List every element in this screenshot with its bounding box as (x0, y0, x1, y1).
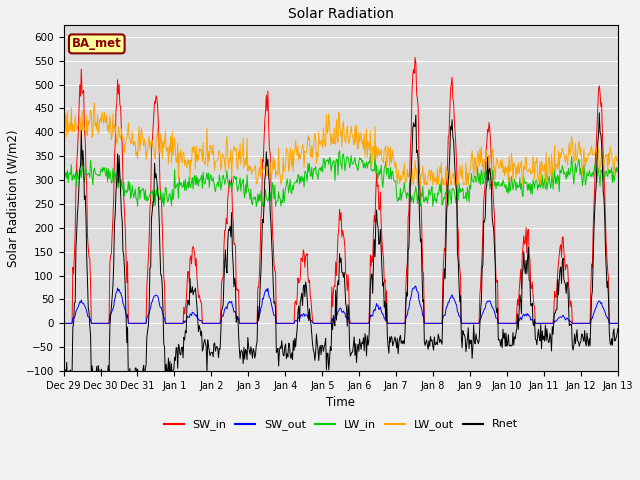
Legend: SW_in, SW_out, LW_in, LW_out, Rnet: SW_in, SW_out, LW_in, LW_out, Rnet (159, 415, 522, 435)
SW_in (183, 284, 191, 290)
LW_out (60, 115, 67, 121)
SW_in (60, 321, 67, 326)
LW_in (614, 166, 621, 171)
Rnet (60, 368, 67, 374)
SW_out (425, 321, 433, 326)
LW_in (127, 195, 134, 201)
SW_out (408, 288, 416, 294)
SW_out (212, 321, 220, 326)
Line: LW_in: LW_in (63, 150, 618, 206)
SW_out (614, 321, 621, 326)
LW_in (184, 179, 191, 185)
SW_out (183, 315, 191, 321)
SW_out (412, 283, 419, 289)
LW_in (213, 181, 221, 187)
SW_in (127, 321, 134, 326)
Rnet (70, 300, 78, 306)
Line: SW_in: SW_in (63, 58, 618, 324)
LW_out (213, 157, 221, 163)
Line: SW_out: SW_out (63, 286, 618, 324)
LW_in (70, 171, 77, 177)
LW_out (614, 156, 621, 162)
LW_in (426, 191, 433, 196)
Line: LW_out: LW_out (63, 102, 618, 185)
SW_in (408, 90, 416, 96)
X-axis label: Time: Time (326, 396, 355, 409)
LW_in (60, 164, 67, 170)
SW_in (425, 321, 433, 326)
Y-axis label: Solar Radiation (W/m2): Solar Radiation (W/m2) (7, 129, 20, 267)
LW_out (70, 129, 78, 134)
LW_out (127, 139, 135, 145)
Rnet (614, 325, 621, 331)
SW_out (127, 321, 134, 326)
Rnet (595, 110, 603, 116)
SW_in (614, 321, 621, 326)
Line: Rnet: Rnet (63, 113, 618, 392)
LW_out (184, 156, 191, 162)
SW_in (70, 271, 77, 277)
LW_in (410, 200, 417, 206)
Rnet (184, 297, 191, 303)
LW_in (134, 204, 141, 209)
LW_out (426, 167, 433, 173)
Title: Solar Radiation: Solar Radiation (288, 7, 394, 21)
Rnet (213, 344, 221, 349)
Text: BA_met: BA_met (72, 37, 122, 50)
LW_out (410, 182, 417, 188)
SW_out (60, 321, 67, 326)
Rnet (127, 370, 135, 376)
LW_out (61, 99, 68, 105)
SW_out (70, 316, 77, 322)
Rnet (425, 338, 433, 344)
Rnet (409, 126, 417, 132)
Rnet (61, 389, 68, 395)
SW_in (212, 321, 220, 326)
LW_in (371, 147, 379, 153)
SW_in (412, 55, 419, 60)
LW_out (277, 182, 285, 188)
